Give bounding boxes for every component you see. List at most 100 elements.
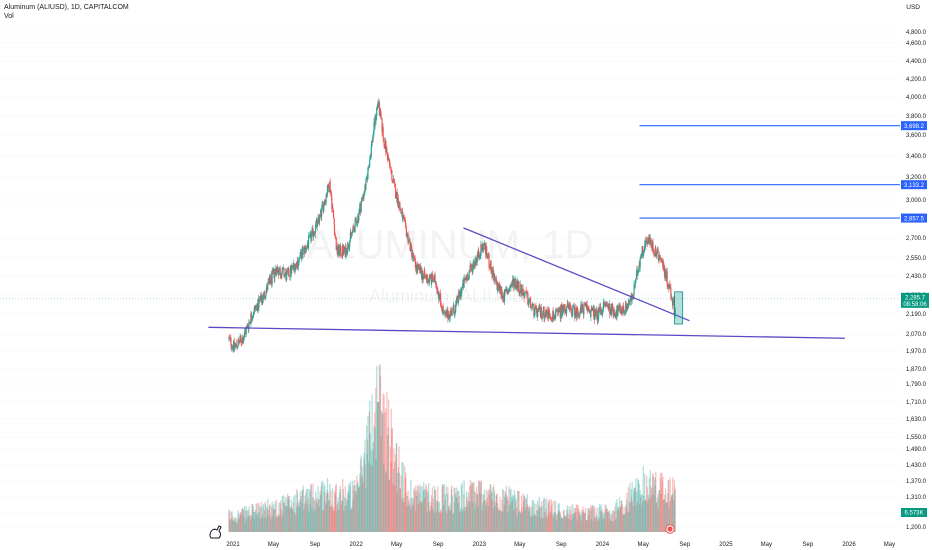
candle-body — [361, 197, 363, 200]
candle-body — [533, 303, 535, 317]
candle-body — [267, 283, 269, 291]
volume-bar — [302, 489, 304, 532]
volume-bar — [318, 507, 320, 532]
volume-bar — [607, 511, 609, 532]
volume-bar — [401, 498, 403, 532]
volume-bar — [524, 508, 526, 532]
candle-body — [594, 308, 596, 315]
candle-body — [558, 307, 561, 310]
candle-body — [368, 166, 370, 168]
volume-bar — [662, 476, 664, 532]
candle-body — [244, 331, 247, 335]
candle-body — [438, 294, 440, 300]
candle-body — [262, 299, 264, 302]
candle-body — [508, 291, 510, 292]
volume-bar — [449, 509, 452, 532]
currency-label: USD — [906, 4, 920, 11]
volume-bar — [312, 483, 314, 532]
candle-body — [504, 289, 506, 291]
candle-body — [278, 270, 280, 276]
candle-body — [439, 293, 441, 296]
volume-bar — [463, 494, 465, 532]
volume-bar — [508, 486, 510, 532]
volume-bar — [267, 499, 269, 532]
volume-bar — [518, 511, 520, 532]
volume-bar — [370, 464, 372, 532]
candle-body — [670, 287, 672, 299]
candle-body — [556, 309, 558, 311]
candle-body — [242, 339, 245, 343]
candle-body — [265, 290, 267, 296]
volume-bar — [656, 497, 659, 532]
candle-body — [310, 234, 312, 241]
volume-bar — [521, 511, 524, 532]
volume-bar — [588, 507, 590, 532]
candle-body — [290, 267, 292, 275]
volume-bar — [383, 395, 385, 532]
candle-body — [546, 310, 548, 314]
trendline-support — [208, 326, 845, 339]
candle-body — [323, 202, 325, 212]
candle-body — [344, 246, 346, 257]
volume-bar — [459, 508, 462, 532]
candle-body — [456, 296, 458, 299]
volume-bar — [641, 494, 643, 532]
volume-bar — [264, 501, 266, 532]
volume-bar — [339, 485, 341, 532]
volume-bar — [587, 508, 589, 532]
candle-body — [353, 228, 356, 233]
candle-body — [436, 287, 438, 290]
volume-bar — [550, 505, 553, 532]
volume-bar — [259, 505, 261, 532]
candle-body — [482, 244, 484, 251]
volume-bar — [228, 509, 230, 532]
candle-body — [628, 302, 630, 307]
candle-body — [378, 101, 380, 106]
volume-bar — [346, 500, 348, 532]
volume-bar — [429, 512, 431, 532]
volume-bar — [578, 509, 580, 532]
candle-body — [477, 249, 480, 257]
candle-body — [368, 166, 370, 168]
event-marker-icon — [665, 524, 675, 534]
candle-body — [268, 281, 270, 283]
volume-bar — [504, 493, 507, 532]
volume-bar — [376, 365, 378, 532]
volume-bar — [604, 510, 607, 532]
price-tick-label: 1,200.0 — [906, 525, 927, 531]
candle-body — [297, 260, 299, 267]
candle-body — [393, 181, 396, 184]
volume-bar — [271, 516, 274, 532]
candle-body — [317, 217, 319, 221]
candle-body — [505, 289, 507, 291]
volume-bar — [531, 517, 534, 532]
volume-bar — [625, 504, 627, 532]
volume-bar — [621, 504, 624, 532]
volume-bar — [361, 466, 363, 532]
volume-bar — [570, 505, 572, 532]
volume-bar — [427, 492, 429, 532]
volume-bar — [506, 498, 508, 532]
volume-bar — [517, 490, 519, 532]
candle-body — [431, 273, 433, 282]
volume-bar — [289, 509, 291, 532]
volume-bar — [476, 493, 479, 532]
candle-body — [351, 231, 354, 233]
candle-body — [239, 336, 241, 342]
candle-body — [370, 155, 372, 157]
candle-body — [407, 233, 409, 243]
candle-body — [429, 274, 431, 276]
volume-bar — [253, 518, 255, 532]
volume-bar — [382, 414, 384, 532]
volume-bar — [657, 493, 659, 532]
volume-bar — [477, 507, 479, 532]
target-box — [674, 291, 684, 325]
volume-bar — [588, 508, 590, 532]
volume-bar — [228, 511, 230, 532]
candle-body — [643, 247, 646, 251]
candle-body — [583, 304, 586, 306]
candle-body — [630, 295, 633, 301]
volume-bar — [576, 519, 578, 532]
candle-body — [403, 217, 405, 219]
